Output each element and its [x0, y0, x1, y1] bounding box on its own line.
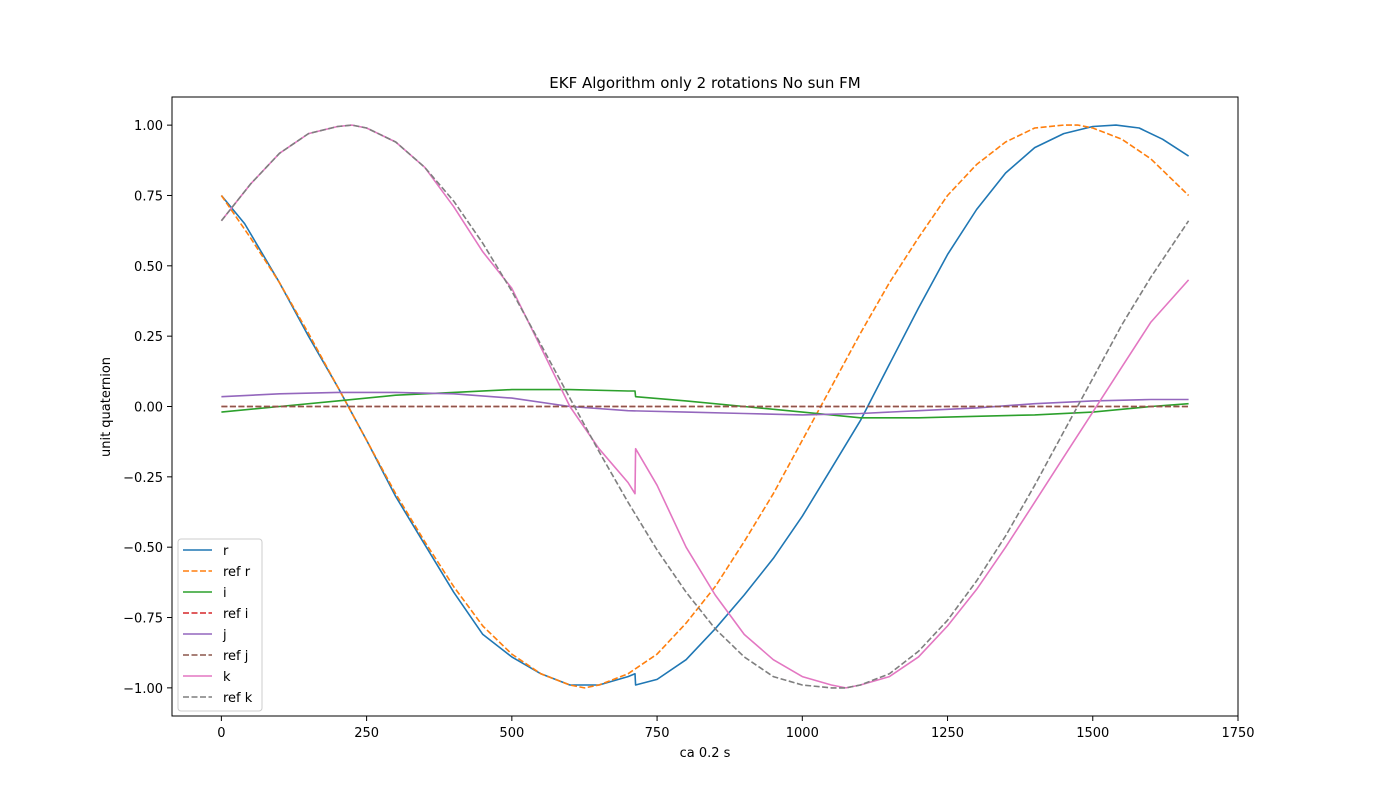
- x-axis: 0 250 500 750 1000 1250 1500 1750: [217, 716, 1255, 741]
- y-tick-label: 0.25: [134, 330, 163, 345]
- series-line-ref-r: [220, 124, 1190, 689]
- legend-label: i: [223, 586, 227, 601]
- x-tick-label: 250: [354, 726, 379, 741]
- y-tick-label: 1.00: [134, 119, 163, 134]
- legend-label: k: [223, 670, 231, 685]
- series-line-j: [221, 391, 1189, 416]
- x-tick-label: 1000: [786, 726, 819, 741]
- legend-label: ref j: [223, 649, 248, 664]
- y-axis: 1.00 0.75 0.50 0.25 0.00 −0.25 −0.50 −0.75 −1.00: [123, 119, 172, 697]
- series-line-r: [220, 124, 1190, 686]
- legend-label: ref r: [223, 565, 251, 580]
- y-tick-label: −0.75: [123, 612, 163, 627]
- legend-label: j: [222, 628, 227, 643]
- y-axis-label: unit quaternion: [99, 357, 114, 457]
- series-layer: [220, 124, 1190, 689]
- chart-title: EKF Algorithm only 2 rotations No sun FM: [549, 74, 860, 92]
- y-tick-label: 0.50: [134, 260, 163, 275]
- legend-label: r: [223, 544, 229, 559]
- y-tick-label: −0.25: [123, 471, 163, 486]
- x-tick-label: 1750: [1221, 726, 1254, 741]
- x-axis-label: ca 0.2 s: [680, 746, 731, 761]
- legend-label: ref i: [223, 607, 248, 622]
- x-tick-label: 750: [645, 726, 670, 741]
- x-tick-label: 1500: [1076, 726, 1109, 741]
- y-tick-label: 0.00: [134, 401, 163, 416]
- x-tick-label: 500: [499, 726, 524, 741]
- series-line-i: [221, 388, 1189, 419]
- y-tick-label: −0.50: [123, 541, 163, 556]
- legend: r ref r i ref i j ref j k ref k: [177, 538, 263, 712]
- x-tick-label: 0: [217, 726, 225, 741]
- x-tick-label: 1250: [931, 726, 964, 741]
- legend-box: [177, 538, 263, 712]
- y-tick-label: 0.75: [134, 189, 163, 204]
- y-tick-label: −1.00: [123, 682, 163, 697]
- series-line-ref-k: [220, 124, 1190, 689]
- legend-label: ref k: [223, 691, 253, 706]
